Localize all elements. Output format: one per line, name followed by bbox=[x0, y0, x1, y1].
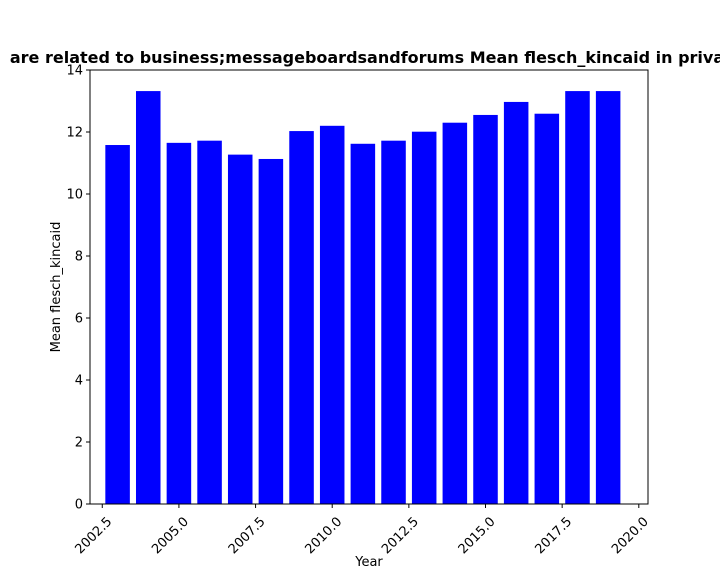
y-tick-label: 0 bbox=[75, 498, 83, 513]
chart-title: are related to business;messageboardsand… bbox=[10, 48, 720, 67]
bar-2018 bbox=[565, 91, 590, 504]
bar-2016 bbox=[503, 101, 529, 505]
bar-2007 bbox=[227, 154, 253, 504]
y-axis-label: Mean flesch_kincaid bbox=[49, 222, 64, 353]
bar-2011 bbox=[350, 143, 376, 504]
bar-2009 bbox=[289, 131, 314, 504]
y-tick-label: 4 bbox=[75, 374, 83, 389]
bar-2017 bbox=[534, 113, 560, 505]
bars-group bbox=[105, 91, 621, 505]
y-axis: 0 2 4 6 8 10 12 14 bbox=[66, 64, 90, 513]
y-tick-label: 6 bbox=[75, 312, 83, 327]
bar-2015 bbox=[473, 114, 498, 504]
x-axis-label: Year bbox=[354, 555, 383, 570]
bar-2019 bbox=[595, 91, 621, 504]
bar-2012 bbox=[381, 140, 406, 504]
bar-2003 bbox=[105, 145, 130, 504]
bar-2004 bbox=[135, 91, 161, 504]
y-tick-label: 8 bbox=[75, 250, 83, 265]
bar-2010 bbox=[319, 125, 345, 505]
plot-frame bbox=[89, 69, 649, 505]
y-tick-label: 2 bbox=[75, 436, 83, 451]
bar-2014 bbox=[442, 122, 468, 504]
y-tick-label: 14 bbox=[66, 64, 83, 79]
bar-2013 bbox=[411, 131, 437, 504]
bar-2005 bbox=[166, 142, 192, 504]
bar-2008 bbox=[258, 158, 284, 504]
y-tick-label: 12 bbox=[66, 126, 83, 141]
y-tick-label: 10 bbox=[66, 188, 83, 203]
bar-2006 bbox=[197, 140, 222, 504]
